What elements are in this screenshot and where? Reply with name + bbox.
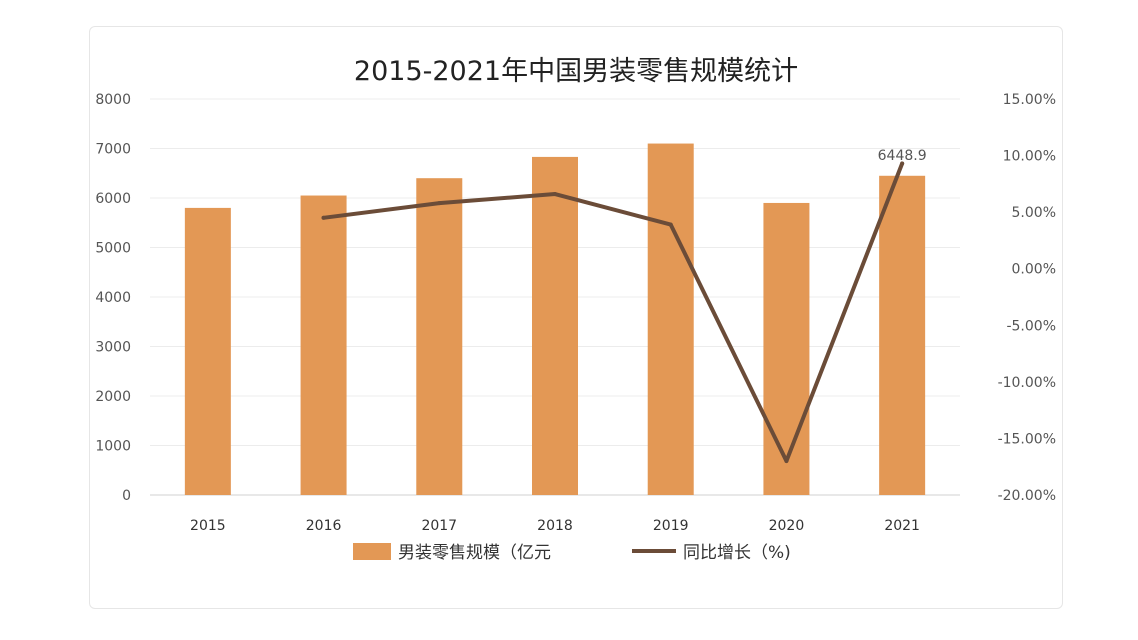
y-right-tick-label: 0.00% (1012, 262, 1056, 278)
legend-label-bar: 男装零售规模（亿元 (398, 543, 551, 563)
legend-label-line: 同比增长（%) (683, 543, 791, 563)
x-tick-label: 2019 (653, 518, 689, 534)
y-right-tick-label: 5.00% (1012, 205, 1056, 221)
line-point-2019 (668, 222, 673, 227)
bar-2015 (184, 207, 231, 495)
data-labels: 6448.9 (878, 148, 927, 164)
line-point-2020 (784, 459, 789, 464)
y-right-axis: 15.00% 10.00% 5.00% 0.00% -5.00% -10.00% -15.0… (998, 92, 1056, 504)
x-tick-label: 2017 (421, 518, 457, 534)
x-axis: 2015 2016 2017 2018 2019 2020 2021 (190, 518, 920, 534)
x-tick-label: 2021 (884, 518, 920, 534)
line-series (321, 161, 905, 464)
x-tick-label: 2020 (769, 518, 805, 534)
bar-2019 (647, 143, 694, 496)
y-left-tick-label: 4000 (95, 290, 131, 306)
chart-title: 2015-2021年中国男装零售规模统计 (354, 56, 798, 87)
y-right-tick-label: 15.00% (1003, 92, 1056, 108)
bar-series (184, 143, 926, 496)
legend-swatch-bar (353, 543, 391, 560)
y-right-tick-label: 10.00% (1003, 149, 1056, 165)
y-left-tick-label: 0 (122, 488, 131, 504)
x-tick-label: 2015 (190, 518, 226, 534)
growth-line (321, 161, 905, 464)
y-right-tick-label: -15.00% (998, 431, 1056, 447)
y-right-tick-label: -20.00% (998, 488, 1056, 504)
bar-2017 (416, 178, 463, 495)
y-left-tick-label: 2000 (95, 389, 131, 405)
y-left-axis: 8000 7000 6000 5000 4000 3000 2000 1000 0 (95, 92, 131, 504)
legend: 男装零售规模（亿元 同比增长（%) (353, 543, 791, 563)
y-right-tick-label: -5.00% (1006, 318, 1056, 334)
line-point-2016 (321, 215, 326, 220)
y-left-tick-label: 6000 (95, 191, 131, 207)
x-tick-label: 2016 (306, 518, 342, 534)
y-left-tick-label: 1000 (95, 439, 131, 455)
y-left-tick-label: 3000 (95, 340, 131, 356)
bar-2016 (300, 195, 347, 495)
y-left-tick-label: 7000 (95, 142, 131, 158)
y-left-tick-label: 5000 (95, 241, 131, 257)
line-point-2021 (900, 161, 905, 166)
line-point-2018 (553, 192, 557, 197)
data-label-2021: 6448.9 (878, 148, 927, 164)
y-right-tick-label: -10.00% (998, 375, 1056, 391)
line-point-2017 (437, 201, 442, 206)
bar-2021 (879, 175, 926, 495)
x-tick-label: 2018 (537, 518, 573, 534)
bar-2020 (763, 202, 810, 495)
y-left-tick-label: 8000 (95, 92, 131, 108)
bar-2018 (532, 156, 578, 496)
